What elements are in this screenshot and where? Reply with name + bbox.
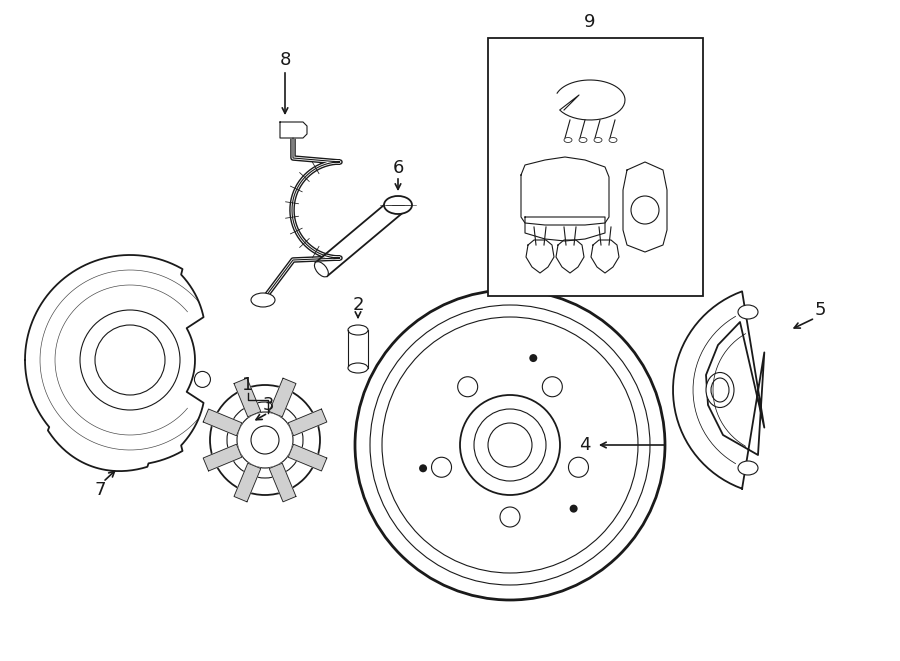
Circle shape bbox=[488, 423, 532, 467]
Polygon shape bbox=[234, 378, 261, 417]
Circle shape bbox=[194, 371, 211, 387]
Bar bbox=[488, 38, 703, 296]
Polygon shape bbox=[269, 463, 296, 502]
Text: 3: 3 bbox=[262, 396, 274, 414]
Polygon shape bbox=[316, 198, 404, 276]
Ellipse shape bbox=[348, 325, 368, 335]
Circle shape bbox=[210, 385, 320, 495]
Polygon shape bbox=[521, 157, 609, 225]
Circle shape bbox=[355, 290, 665, 600]
Ellipse shape bbox=[738, 305, 758, 319]
Ellipse shape bbox=[251, 293, 275, 307]
Text: 9: 9 bbox=[584, 13, 596, 31]
Polygon shape bbox=[288, 409, 327, 436]
Text: 5: 5 bbox=[814, 301, 826, 319]
Polygon shape bbox=[525, 217, 605, 241]
Polygon shape bbox=[556, 240, 584, 273]
Text: 7: 7 bbox=[94, 481, 106, 499]
Ellipse shape bbox=[564, 137, 572, 143]
Polygon shape bbox=[348, 330, 368, 368]
Circle shape bbox=[570, 504, 578, 513]
Polygon shape bbox=[526, 240, 554, 273]
Polygon shape bbox=[269, 378, 296, 417]
Polygon shape bbox=[280, 122, 307, 138]
Circle shape bbox=[227, 402, 303, 478]
Ellipse shape bbox=[738, 461, 758, 475]
Ellipse shape bbox=[609, 137, 617, 143]
Polygon shape bbox=[203, 409, 242, 436]
Polygon shape bbox=[673, 292, 764, 488]
Text: 8: 8 bbox=[279, 51, 291, 69]
Circle shape bbox=[543, 377, 562, 397]
Polygon shape bbox=[557, 80, 625, 120]
Ellipse shape bbox=[594, 137, 602, 143]
Circle shape bbox=[529, 354, 537, 362]
Circle shape bbox=[460, 395, 560, 495]
Text: 4: 4 bbox=[580, 436, 590, 454]
Circle shape bbox=[500, 507, 520, 527]
Circle shape bbox=[80, 310, 180, 410]
Polygon shape bbox=[234, 463, 261, 502]
Text: 6: 6 bbox=[392, 159, 404, 177]
Circle shape bbox=[431, 457, 452, 477]
Circle shape bbox=[569, 457, 589, 477]
Circle shape bbox=[251, 426, 279, 454]
Text: 2: 2 bbox=[352, 296, 364, 314]
Polygon shape bbox=[288, 444, 327, 471]
Circle shape bbox=[419, 464, 428, 473]
Ellipse shape bbox=[348, 363, 368, 373]
Ellipse shape bbox=[384, 196, 412, 214]
Polygon shape bbox=[25, 255, 203, 471]
Polygon shape bbox=[623, 162, 667, 252]
Circle shape bbox=[458, 377, 478, 397]
Ellipse shape bbox=[314, 262, 328, 277]
Ellipse shape bbox=[706, 373, 734, 407]
Text: 1: 1 bbox=[242, 376, 254, 394]
Ellipse shape bbox=[579, 137, 587, 143]
Polygon shape bbox=[591, 240, 619, 273]
Polygon shape bbox=[203, 444, 242, 471]
